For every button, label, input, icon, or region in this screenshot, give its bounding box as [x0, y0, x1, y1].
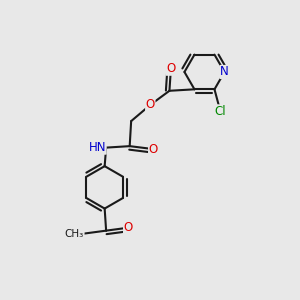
Text: N: N: [220, 65, 229, 79]
Text: O: O: [148, 142, 158, 156]
Text: O: O: [146, 98, 155, 111]
Text: O: O: [124, 221, 133, 234]
Text: O: O: [166, 62, 176, 75]
Text: CH₃: CH₃: [65, 229, 84, 238]
Text: Cl: Cl: [214, 105, 226, 118]
Text: HN: HN: [88, 141, 106, 154]
